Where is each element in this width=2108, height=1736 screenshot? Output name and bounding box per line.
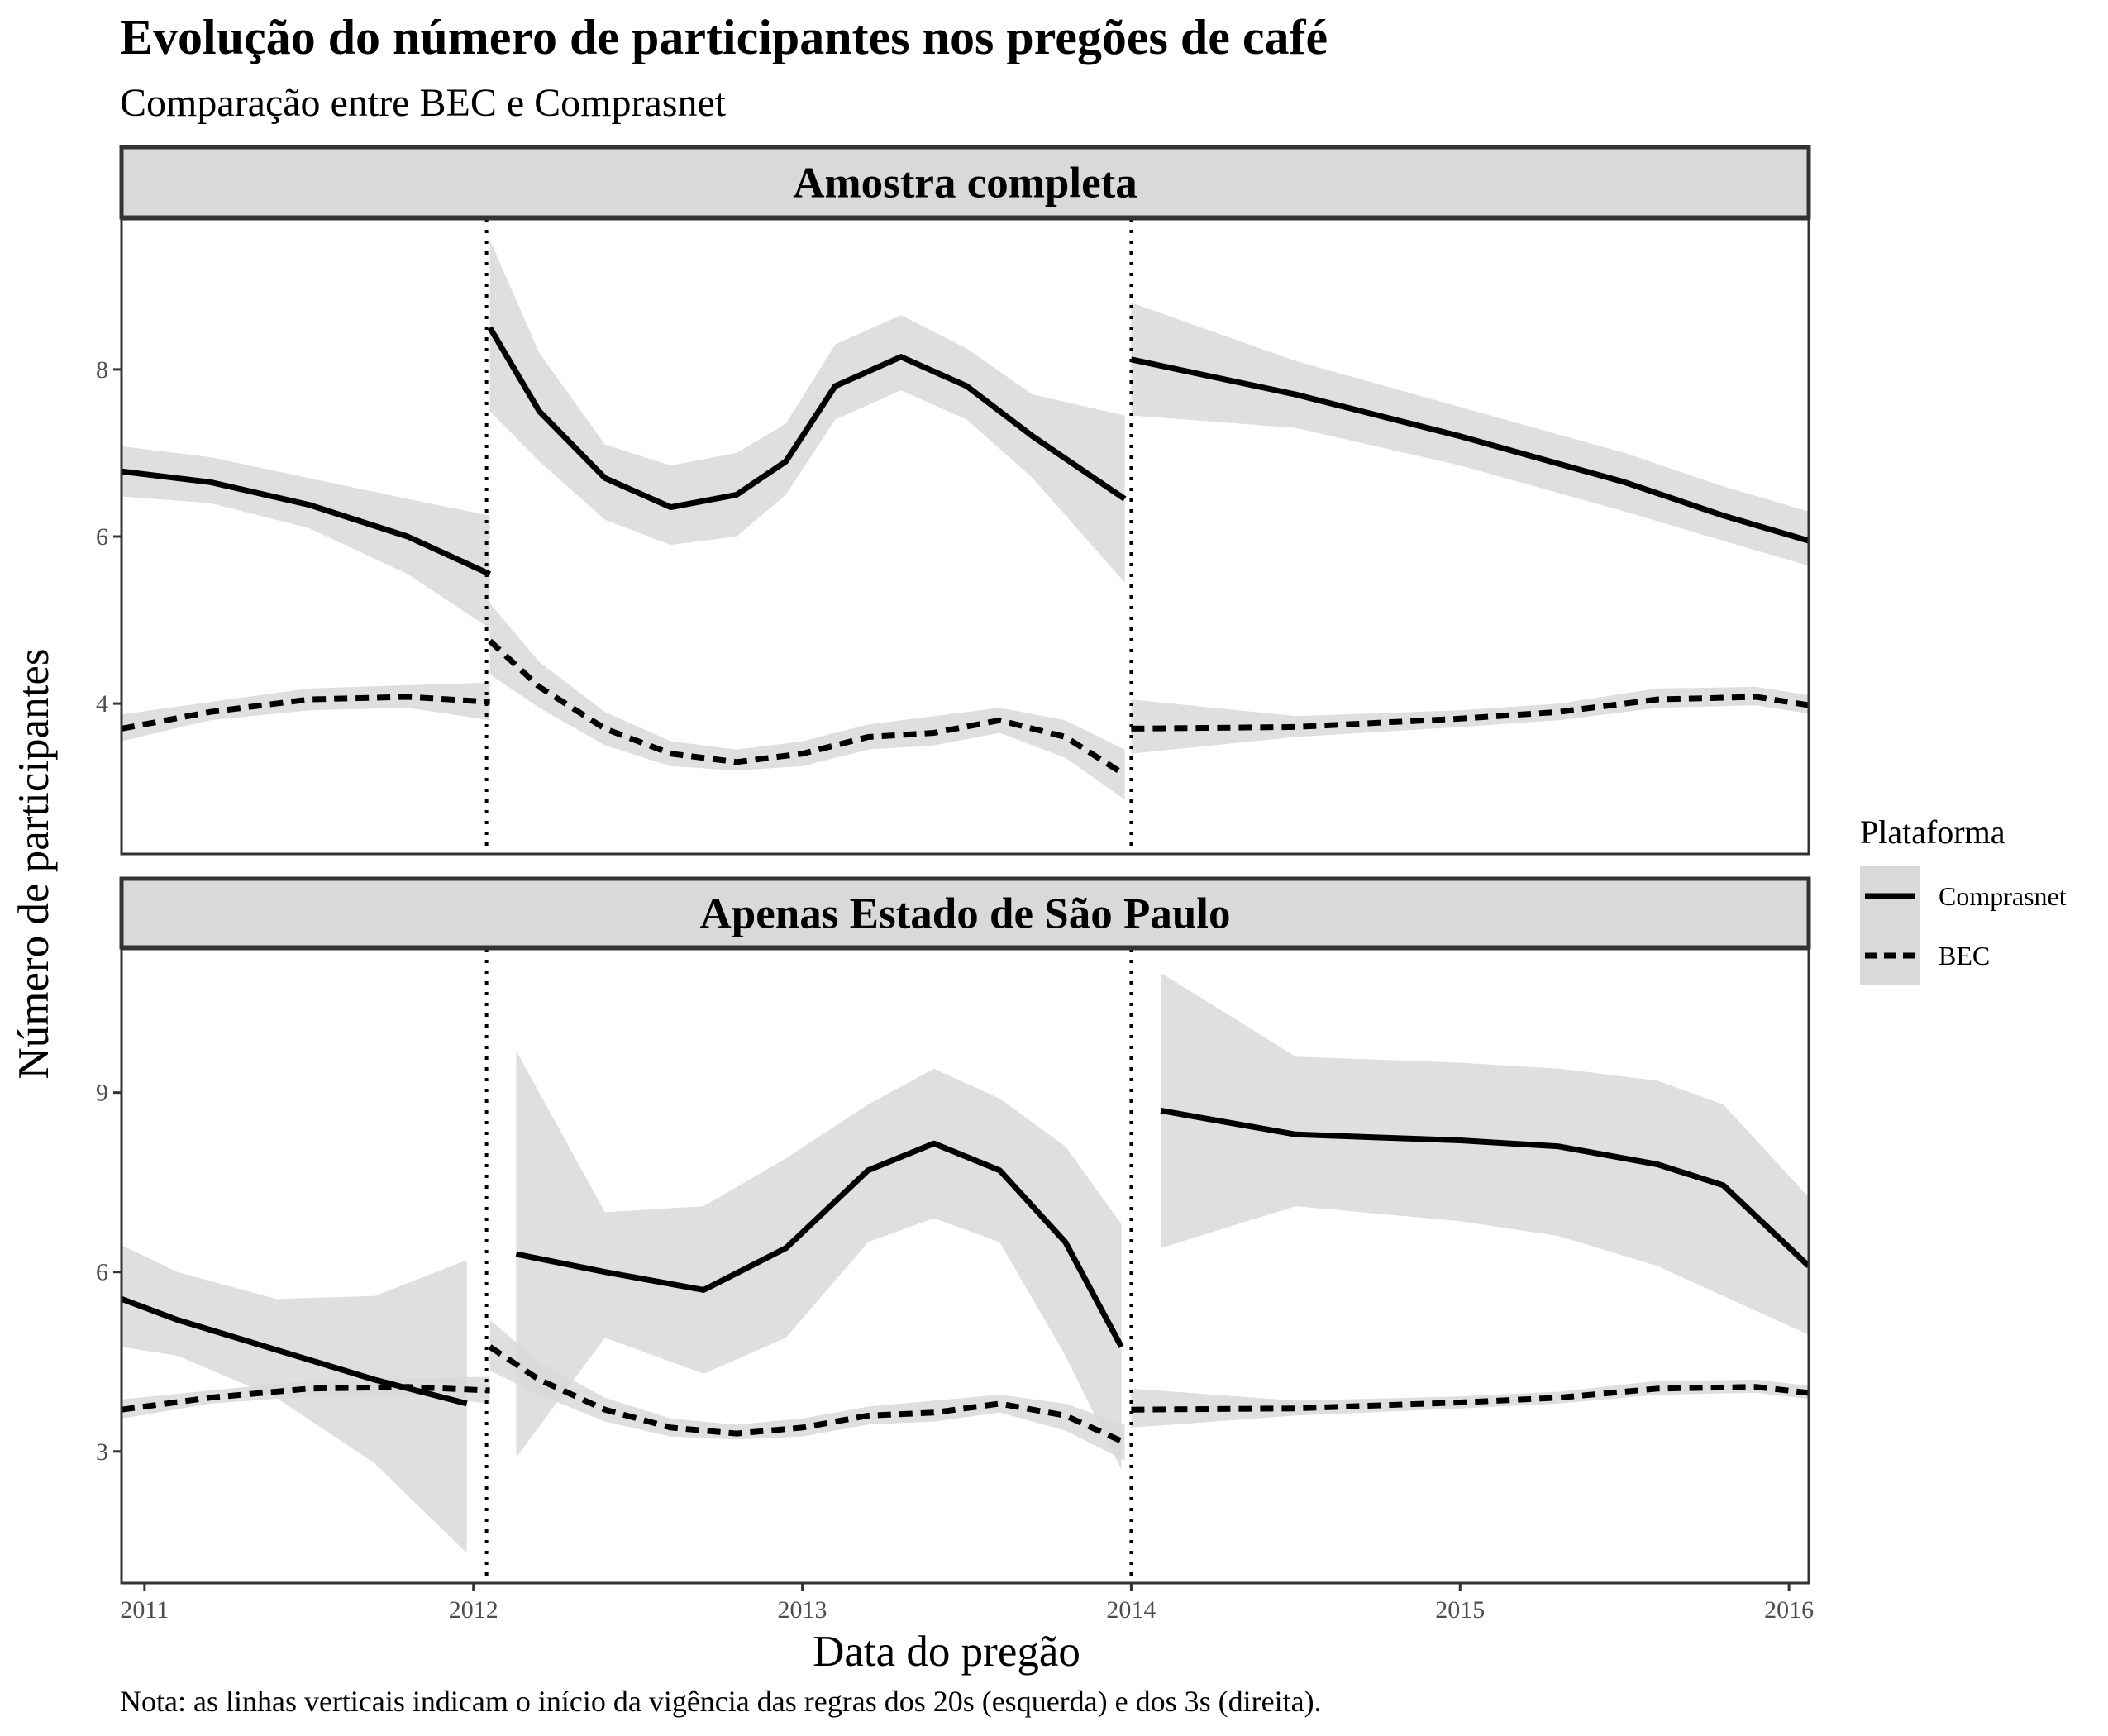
y-tick-label: 3 — [96, 1438, 108, 1466]
y-tick-label: 4 — [96, 690, 108, 718]
confidence-ribbon-bec — [1131, 1380, 1809, 1428]
confidence-ribbon-comprasnet — [122, 1245, 467, 1553]
y-tick-label: 6 — [96, 1259, 108, 1286]
y-axis-title: Número de participantes — [10, 649, 58, 1080]
panel-background — [122, 949, 1809, 1583]
x-tick-label: 2011 — [120, 1596, 169, 1624]
facet-strip — [119, 876, 1811, 950]
x-tick-label: 2015 — [1435, 1596, 1485, 1624]
x-tick-label: 2012 — [449, 1596, 498, 1624]
chart-caption: Nota: as linhas verticais indicam o iníc… — [120, 1685, 1322, 1718]
series-line-comprasnet — [1130, 356, 1809, 544]
panel-border — [120, 947, 1810, 1585]
chart-subtitle: Comparação entre BEC e Comprasnet — [120, 81, 727, 125]
series-line-comprasnet — [1160, 1107, 1809, 1269]
panel-plot-area — [122, 219, 1809, 854]
x-tick-label: 2014 — [1106, 1596, 1156, 1624]
series-line-bec — [1131, 694, 1809, 732]
panel-plot-area — [122, 949, 1809, 1583]
x-tick-label: 2016 — [1764, 1596, 1814, 1624]
confidence-ribbon-comprasnet — [1131, 303, 1809, 566]
facet-strip — [119, 145, 1811, 220]
facet-strip-label: Amostra completa — [793, 160, 1137, 207]
confidence-ribbon-comprasnet — [1161, 972, 1809, 1335]
legend-title: Plataforma — [1860, 813, 2005, 851]
series-line-bec — [488, 638, 1127, 777]
panels-layer: Amostra completa 4 6 8 Apenas Estado de São … — [96, 145, 1814, 1624]
y-tick-label: 8 — [96, 356, 108, 384]
y-tick-label: 9 — [96, 1080, 108, 1107]
series-line-comprasnet — [487, 326, 1127, 511]
x-axis-title: Data do pregão — [813, 1628, 1080, 1676]
confidence-ribbon-bec — [489, 603, 1125, 800]
x-tick-label: 2013 — [778, 1596, 827, 1624]
facet-strip-label: Apenas Estado de São Paulo — [699, 890, 1230, 938]
y-tick-label: 6 — [96, 523, 108, 551]
confidence-ribbon-bec — [122, 682, 490, 742]
legend-label-bec: BEC — [1939, 941, 1990, 971]
series-line-bec — [1131, 1384, 1809, 1413]
confidence-ribbon-bec — [489, 1319, 1125, 1461]
series-line-comprasnet — [515, 1140, 1124, 1348]
confidence-ribbon-comprasnet — [122, 446, 490, 629]
series-line-comprasnet — [122, 468, 492, 577]
confidence-ribbon-bec — [1131, 686, 1809, 754]
series-line-bec — [488, 1344, 1126, 1446]
legend: Plataforma Comprasnet BEC — [1860, 813, 2067, 985]
chart-title: Evolução do número de participantes nos … — [120, 10, 1328, 64]
legend-label-comprasnet: Comprasnet — [1939, 881, 2067, 911]
